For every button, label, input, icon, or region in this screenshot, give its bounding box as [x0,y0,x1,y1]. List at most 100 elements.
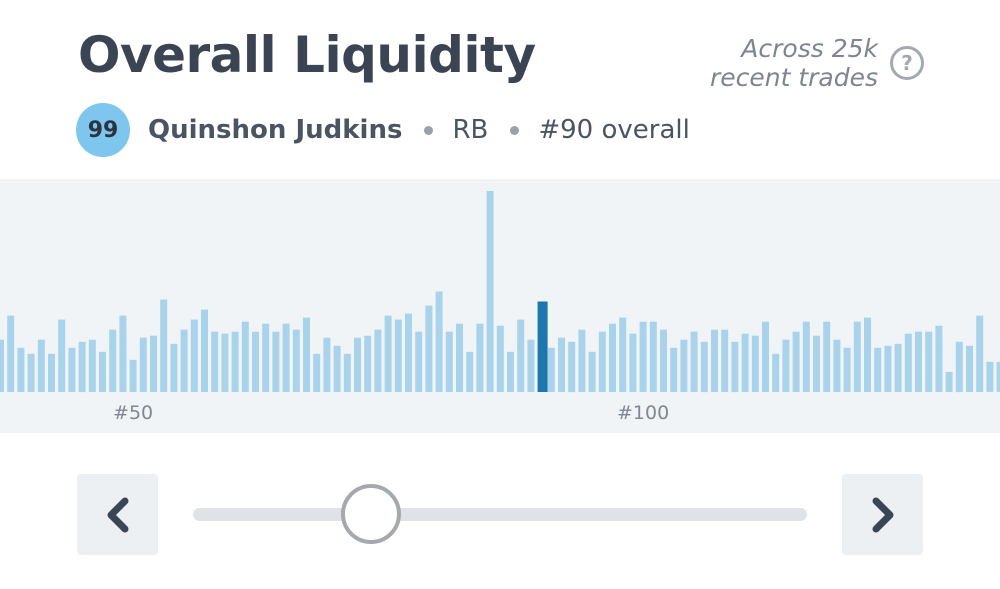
chart-bar [660,329,667,392]
info-line-2: recent trades [709,63,878,92]
chart-bar [445,331,453,392]
chart-bar [507,351,514,392]
chart-bar [619,317,627,392]
chart-bar [588,351,596,392]
chart-bar [986,361,994,392]
chart-bar [201,309,208,392]
chart-bar [119,315,127,392]
chart-bar [690,331,698,392]
chart-bar [864,317,871,392]
chart-bar [160,299,168,392]
chart-bar [405,313,412,392]
chart-bar [190,319,198,392]
chart-bar [935,325,943,392]
chart-bar [303,317,310,392]
chart-bar [813,335,820,392]
chart-bar [853,321,861,392]
chart-bar [476,323,484,392]
chart-bar [629,333,637,392]
chart-bar [313,353,321,392]
chart-bar [129,359,137,392]
chart-bar [37,339,45,392]
chart-bar [343,353,351,392]
chart-bar [874,347,882,392]
chart-bar [762,321,769,392]
chart-bar [292,329,300,392]
next-button[interactable] [842,474,923,555]
score-badge: 99 [76,103,130,157]
chart-bar [751,335,759,392]
chart-bar [496,325,504,392]
chart-bar [609,323,616,392]
slider-track[interactable] [193,508,807,521]
chart-bar [68,347,76,392]
chart-bar [670,347,678,392]
chart-bar [996,361,1000,392]
chart-bar [48,353,55,392]
chart-bar [0,339,4,392]
chart-bar [649,321,657,392]
chart-bar [833,339,841,392]
chart-bar [456,323,463,392]
chart-bar [262,323,270,392]
chart-bar [782,339,790,392]
chart-bar [99,351,106,392]
chart-bar [384,315,392,392]
chart-bar [139,337,147,392]
chart-bar [527,339,535,392]
chart-bar [915,331,922,392]
chart-bar [282,323,290,392]
chart-bar [78,341,86,393]
chart-bar [894,343,902,392]
chart-bar [547,347,555,392]
x-tick-label: #100 [617,402,669,424]
chart-bar [7,315,15,392]
help-icon[interactable]: ? [890,46,924,80]
chart-bar [802,321,810,392]
chart-bar [568,341,576,393]
chart-bar [150,335,157,392]
page-title: Overall Liquidity [78,26,536,84]
slider-thumb[interactable] [341,484,401,544]
player-rank: #90 overall [538,115,690,145]
chart-bar [884,345,892,392]
chart-bar [558,337,565,392]
chart-bar [976,315,984,392]
info-header: Across 25k recent trades ? [710,34,924,92]
chart-bar [27,353,35,392]
chart-bar [323,337,331,392]
chart-bar [711,329,718,392]
chevron-right-icon [872,497,893,532]
chart-bar [741,333,749,392]
chart-bar [333,345,341,392]
chart-bar [364,335,372,392]
chart-bar [955,341,963,393]
chart-bar [731,341,739,393]
chart-bar [578,329,586,392]
chart-bar [17,347,25,392]
player-name: Quinshon Judkins [148,115,403,145]
chart-bar [272,331,280,392]
chart-bar [680,339,688,392]
chart-bar [598,331,606,392]
player-info-row: 99 Quinshon Judkins RB #90 overall [76,103,690,157]
previous-button[interactable] [77,474,158,555]
chart-bar [241,321,249,392]
chart-bar [109,329,117,392]
chart-bar [721,329,729,392]
chart-bar [180,329,188,392]
info-line-1: Across 25k [741,34,878,63]
chart-bar [252,331,259,392]
chart-bar [88,339,96,392]
chart-bar [843,347,851,392]
liquidity-bar-chart: #50#100# [0,191,1000,424]
chart-bar [354,337,361,392]
separator-dot [510,125,520,135]
player-position: RB [452,115,489,145]
chart-bar [700,341,708,393]
chevron-left-icon [107,497,128,532]
chart-bar [966,345,973,392]
chart-bar [58,319,66,392]
chart-bar [945,371,953,392]
highlight-bar [537,301,548,392]
